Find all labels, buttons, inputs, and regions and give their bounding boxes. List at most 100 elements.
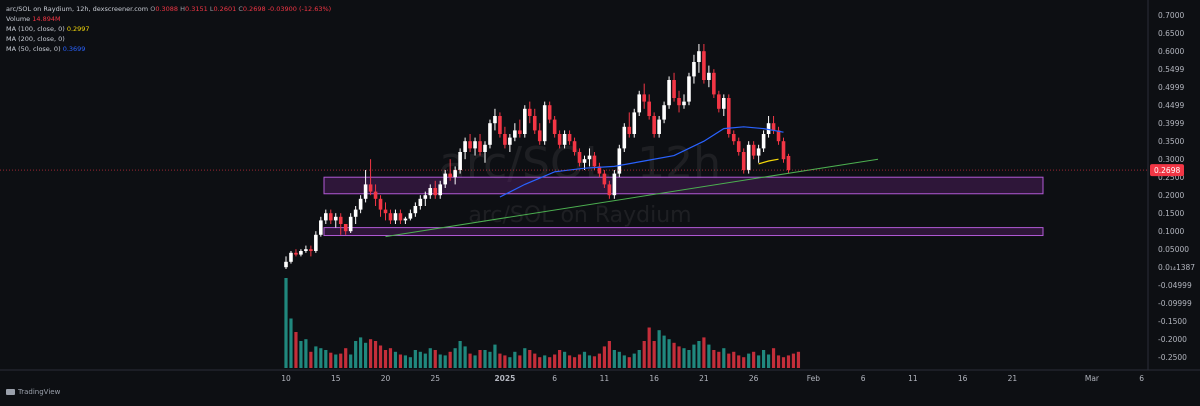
- candle-body: [687, 76, 691, 102]
- candle-body: [542, 105, 547, 142]
- candle: [607, 180, 612, 199]
- candle-body: [483, 144, 487, 152]
- tradingview-logo[interactable]: TradingView: [6, 388, 60, 396]
- x-tick-label: 10: [281, 374, 291, 383]
- candle-body: [781, 141, 786, 160]
- legend-ohlc-row: arc/SOL on Raydium, 12h, dexscreener.com…: [6, 4, 331, 14]
- candle: [324, 209, 328, 224]
- volume-bar: [553, 354, 557, 368]
- candle: [378, 195, 383, 217]
- candle-body: [503, 134, 507, 145]
- candle: [657, 116, 661, 138]
- volume-bar: [448, 351, 452, 368]
- legend-ma50-value: 0.3699: [62, 45, 86, 53]
- candle: [478, 134, 482, 156]
- y-tick-label: -0.09999: [1158, 299, 1192, 308]
- candle-body: [632, 112, 637, 134]
- volume-bar: [791, 353, 796, 368]
- volume-bar: [632, 353, 636, 368]
- candle: [652, 112, 656, 138]
- volume-bar: [383, 350, 388, 368]
- volume-bar: [747, 353, 751, 368]
- candle-body: [532, 116, 537, 131]
- candle-body: [289, 252, 293, 262]
- volume-bar: [737, 355, 741, 368]
- candle-body: [557, 134, 562, 145]
- candle-body: [662, 105, 666, 120]
- candle-body: [488, 123, 492, 145]
- volume-bar: [647, 327, 651, 368]
- candle-body: [771, 123, 776, 131]
- candle: [418, 195, 423, 210]
- candle: [697, 44, 701, 73]
- candle: [751, 141, 756, 160]
- support-zone-1: [323, 176, 1044, 195]
- volume-bar: [518, 355, 522, 368]
- candle: [518, 119, 522, 138]
- y-tick-label: 0.1500: [1158, 209, 1184, 218]
- volume-bar: [438, 354, 442, 368]
- volume-bar: [622, 355, 626, 368]
- volume-bar: [408, 357, 412, 368]
- x-tick-label: 6: [1139, 374, 1144, 383]
- x-tick-label: 16: [649, 374, 659, 383]
- candle: [398, 209, 403, 224]
- legend-close-label: C: [238, 5, 243, 13]
- candle-body: [368, 184, 373, 192]
- legend-ma100-value: 0.2997: [66, 25, 90, 33]
- volume-bar: [796, 351, 801, 368]
- candle: [438, 180, 443, 199]
- candle-body: [453, 170, 457, 178]
- volume-bar: [533, 353, 537, 368]
- volume-bar: [702, 337, 706, 368]
- volume-bar: [582, 351, 587, 368]
- candle: [508, 134, 512, 152]
- candle: [319, 216, 323, 237]
- volume-bar: [373, 341, 378, 368]
- candle: [433, 180, 438, 199]
- volume-bar: [403, 355, 407, 368]
- legend-high-label: H: [180, 5, 186, 13]
- volume-bar: [354, 341, 358, 368]
- candle: [294, 249, 298, 257]
- candle: [547, 101, 552, 124]
- candle-body: [358, 198, 363, 210]
- candle: [453, 166, 457, 185]
- legend-ma100-label: MA (100, close, 0): [6, 25, 65, 33]
- volume-bar: [284, 278, 288, 368]
- candle: [622, 123, 627, 152]
- volume-bar: [672, 342, 676, 368]
- legend-ma100-row: MA (100, close, 0) 0.2997: [6, 24, 331, 34]
- volume-bar: [428, 348, 432, 368]
- volume-bar: [388, 348, 393, 368]
- candle: [403, 216, 408, 224]
- x-tick-label: 21: [699, 374, 709, 383]
- legend-high-value: 0.3151: [185, 5, 208, 13]
- ma100-line: [758, 158, 779, 165]
- candle: [766, 116, 771, 138]
- x-tick-label: 16: [958, 374, 968, 383]
- candle-body: [343, 224, 348, 232]
- volume-bar: [473, 355, 477, 368]
- volume-bar: [359, 337, 363, 368]
- candle-body: [413, 206, 418, 214]
- candle: [786, 153, 791, 174]
- candle-body: [731, 134, 736, 142]
- candle: [493, 108, 497, 131]
- candle-body: [756, 148, 761, 156]
- trendline: [385, 158, 879, 238]
- candle-body: [333, 216, 338, 221]
- candle: [707, 65, 711, 88]
- candle-body: [468, 141, 472, 149]
- candle: [408, 209, 413, 221]
- candle: [612, 170, 617, 199]
- candle: [776, 126, 781, 145]
- candle-body: [398, 213, 403, 221]
- y-tick-label: -0.1500: [1158, 317, 1187, 326]
- candle: [756, 144, 761, 163]
- volume-bar: [513, 351, 517, 368]
- candle: [542, 101, 547, 145]
- candle: [761, 130, 766, 152]
